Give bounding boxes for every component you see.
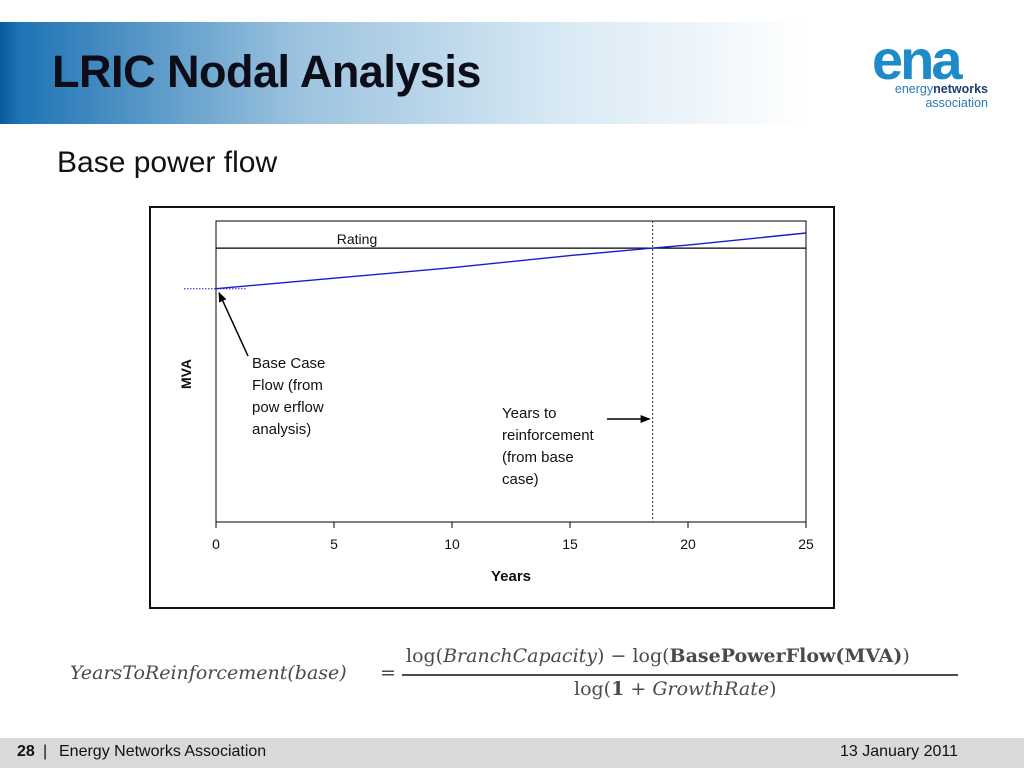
- x-tick-label: 10: [444, 536, 460, 552]
- logo-mark: ena: [872, 28, 962, 91]
- x-tick-label: 15: [562, 536, 578, 552]
- formula-den-var: GrowthRate: [652, 678, 770, 700]
- x-tick-label: 5: [330, 536, 338, 552]
- formula-equals: =: [380, 662, 396, 684]
- base-case-arrow: [218, 291, 249, 357]
- reinforcement-annotation-line: reinforcement: [502, 427, 595, 444]
- formula-den-end: ): [769, 678, 777, 700]
- base-case-annotation-line: Base Case: [252, 355, 325, 372]
- reinforcement-formula: YearsToReinforcement(base) = log(BranchC…: [70, 640, 960, 710]
- logo-tagline-networks: networks: [933, 82, 988, 96]
- formula-num-end: ): [902, 645, 910, 667]
- reinforcement-annotation-line: (from base: [502, 449, 574, 466]
- formula-den-one: 1: [611, 678, 625, 700]
- formula-num-var2: BasePowerFlow(MVA): [669, 645, 903, 667]
- rating-label: Rating: [337, 231, 377, 247]
- base-case-annotation-line: analysis): [252, 421, 311, 438]
- formula-lhs: YearsToReinforcement(base): [70, 662, 347, 684]
- formula-fraction-bar: [402, 674, 958, 676]
- logo-tagline-1: energynetworks: [895, 82, 988, 96]
- footer-separator: |: [43, 743, 48, 760]
- footer-page-number: 28: [17, 743, 35, 760]
- formula-den-plus: +: [624, 678, 653, 700]
- power-flow-chart: 0 5 10 15 20 25 Years MVA Rating Base Case Flow (f…: [178, 220, 814, 585]
- formula-num-mid: ) − log(: [597, 645, 670, 667]
- reinforcement-annotation-line: case): [502, 471, 539, 488]
- ena-logo: ena energynetworks association: [868, 32, 990, 114]
- base-flow-series-line: [215, 232, 807, 290]
- title-band: [0, 22, 810, 124]
- x-tick-label: 20: [680, 536, 696, 552]
- chart-frame: 0 5 10 15 20 25 Years MVA Rating Base Case Flow (f…: [149, 206, 835, 609]
- x-tick-label: 25: [798, 536, 814, 552]
- formula-den-log: log(: [574, 678, 612, 700]
- formula-numerator: log(BranchCapacity) − log(BasePowerFlow(…: [406, 645, 910, 667]
- base-case-annotation-line: pow erflow: [252, 399, 324, 416]
- footer-bar: 28 | Energy Networks Association 13 Janu…: [0, 738, 1024, 768]
- formula-num-log1: log(: [406, 645, 444, 667]
- slide-subtitle: Base power flow: [57, 146, 278, 179]
- y-axis-title: MVA: [178, 359, 194, 389]
- logo-tagline-2: association: [925, 96, 988, 110]
- formula-num-var1: BranchCapacity: [443, 645, 598, 667]
- formula-denominator: log(1 + GrowthRate): [574, 678, 777, 700]
- slide-title: LRIC Nodal Analysis: [52, 46, 481, 97]
- reinforcement-annotation-line: Years to: [502, 405, 557, 422]
- logo-tagline-energy: energy: [894, 82, 934, 96]
- footer-date: 13 January 2011: [839, 743, 958, 760]
- x-tick-label: 0: [212, 536, 220, 552]
- footer-organization: Energy Networks Association: [59, 743, 267, 760]
- plot-area: [215, 220, 807, 523]
- x-axis-title: Years: [491, 568, 531, 585]
- base-case-annotation-line: Flow (from: [252, 377, 323, 394]
